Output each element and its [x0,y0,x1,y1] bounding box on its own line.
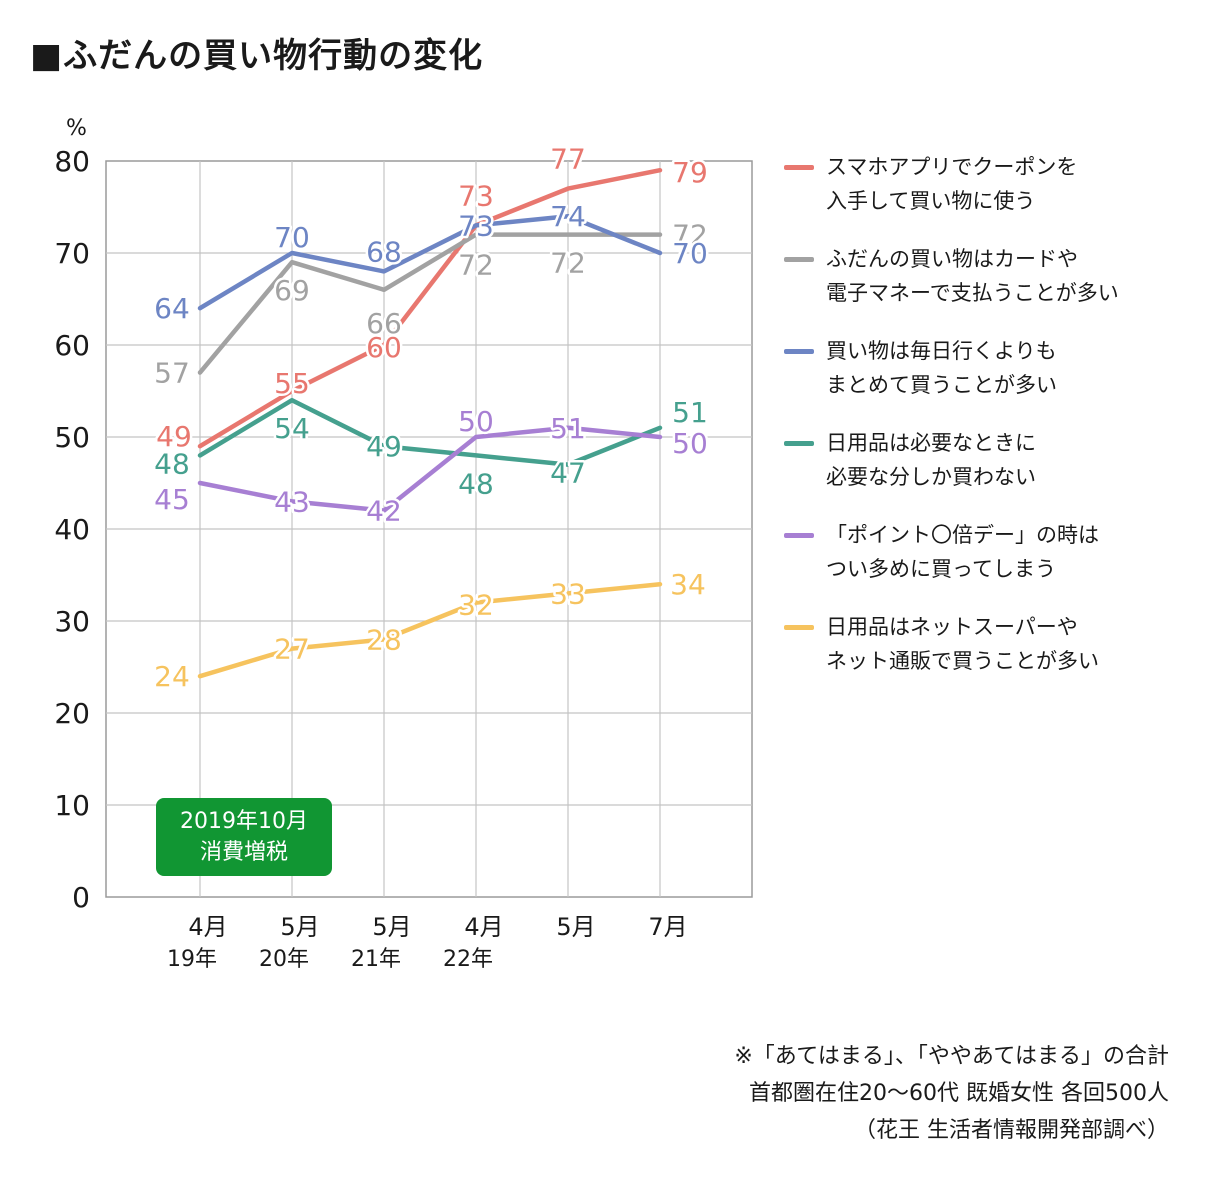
x-tick-label: 4月 [188,913,227,941]
data-label: 43 [274,485,310,518]
legend-item-point-day: 「ポイント〇倍デー」の時は つい多めに買ってしまう [784,518,1194,610]
data-label: 49 [366,430,402,463]
note-source: （花王 生活者情報開発部調べ） [854,1118,1169,1143]
data-label: 51 [550,412,586,445]
legend-swatch [784,533,814,538]
note-sample: 首都圏在住20〜60代 既婚女性 各回500人 [749,1081,1169,1106]
data-label: 73 [458,179,494,212]
legend-swatch [784,349,814,354]
legend-item-card-payment: ふだんの買い物はカードや 電子マネーで支払うことが多い [784,242,1194,334]
x-tick-label: 5月 [372,913,411,941]
data-label: 72 [550,247,586,280]
data-label: 79 [672,156,708,189]
tax-increase-badge: 2019年10月 消費増税 [156,798,332,876]
series-line [197,581,663,679]
data-label: 42 [366,495,402,528]
legend-label: 日用品はネットスーパーや ネット通販で買うことが多い [826,615,1099,673]
data-label: 64 [154,292,190,325]
data-label: 27 [274,633,310,666]
y-tick-label: 20 [54,697,90,730]
series-line [197,167,663,449]
legend-item-online-shopping: 日用品はネットスーパーや ネット通販で買うことが多い [784,610,1194,702]
series-line [197,425,663,513]
data-label: 47 [550,457,586,490]
data-label: 28 [366,623,402,656]
x-tick-label: 5月 [556,913,595,941]
series-line [197,213,663,311]
x-tick-label: 5月 [280,913,319,941]
legend-swatch [784,257,814,262]
footnotes: ※「あてはまる」、「ややあてはまる」の合計 首都圏在住20〜60代 既婚女性 各… [734,1038,1169,1149]
x-tick-label: 7月 [648,913,687,941]
y-axis-unit: % [66,116,87,141]
x-tick-year-label: 21年 [351,947,401,972]
data-label: 48 [154,447,190,480]
y-tick-label: 0 [72,881,90,914]
legend-label: スマホアプリでクーポンを 入手して買い物に使う [826,155,1078,213]
y-tick-label: 80 [54,145,90,178]
data-label: 70 [274,221,310,254]
data-label: 50 [458,405,494,438]
y-tick-label: 40 [54,513,90,546]
data-label: 73 [458,209,494,242]
data-label: 34 [670,568,706,601]
y-tick-label: 30 [54,605,90,638]
series-line [197,232,663,375]
data-label: 33 [550,577,586,610]
data-label: 57 [154,357,190,390]
data-label: 50 [672,427,708,460]
y-tick-label: 10 [54,789,90,822]
legend-item-coupon-app: スマホアプリでクーポンを 入手して買い物に使う [784,150,1194,242]
chart-title: ■ふだんの買い物行動の変化 [30,36,484,76]
data-label: 74 [550,200,586,233]
legend-label: 「ポイント〇倍デー」の時は つい多めに買ってしまう [826,523,1099,581]
legend: スマホアプリでクーポンを 入手して買い物に使う ふだんの買い物はカードや 電子マ… [784,150,1194,702]
y-tick-label: 60 [54,329,90,362]
data-label: 54 [274,412,310,445]
x-tick-label: 4月 [464,913,503,941]
data-label: 55 [274,367,310,400]
legend-swatch [784,625,814,630]
legend-swatch [784,441,814,446]
data-label: 51 [672,396,708,429]
data-label: 45 [154,483,190,516]
legend-swatch [784,165,814,170]
x-tick-year-label: 19年 [167,947,217,972]
data-label: 68 [366,235,402,268]
series-line [197,397,663,467]
data-label: 72 [458,249,494,282]
y-tick-label: 70 [54,237,90,270]
data-label: 77 [550,143,586,176]
legend-label: 日用品は必要なときに 必要な分しか買わない [826,431,1036,489]
note-definition: ※「あてはまる」、「ややあてはまる」の合計 [734,1044,1169,1069]
x-tick-year-label: 20年 [259,947,309,972]
data-label: 60 [366,331,402,364]
data-label: 49 [156,420,192,453]
data-label: 32 [458,589,494,622]
legend-item-buy-as-needed: 日用品は必要なときに 必要な分しか買わない [784,426,1194,518]
data-label: 69 [274,274,310,307]
legend-item-bulk-buying: 買い物は毎日行くよりも まとめて買うことが多い [784,334,1194,426]
badge-date: 2019年10月 [180,809,308,834]
data-label: 48 [458,467,494,500]
y-tick-label: 50 [54,421,90,454]
x-tick-year-label: 22年 [443,947,493,972]
data-label: 66 [366,307,402,340]
data-label: 70 [672,237,708,270]
legend-label: 買い物は毎日行くよりも まとめて買うことが多い [826,339,1057,397]
data-label: 24 [154,660,190,693]
data-label: 72 [672,219,708,252]
badge-label: 消費増税 [199,840,288,865]
legend-label: ふだんの買い物はカードや 電子マネーで支払うことが多い [826,247,1119,305]
